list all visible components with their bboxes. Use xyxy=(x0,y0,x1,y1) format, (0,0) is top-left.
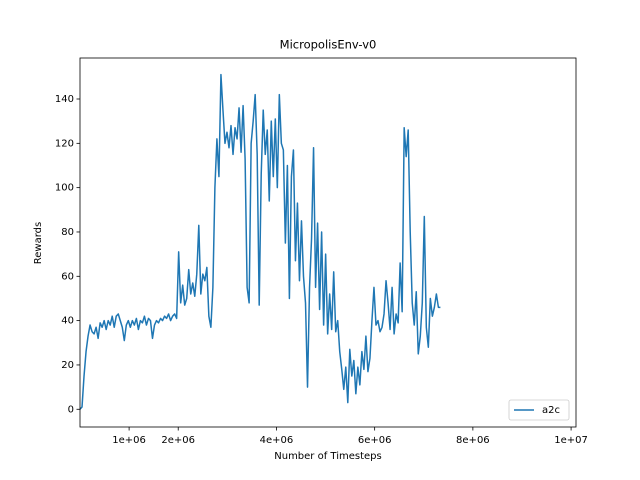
y-tick-label: 20 xyxy=(61,360,74,371)
y-tick-label: 120 xyxy=(55,138,74,149)
x-tick-label: 4e+06 xyxy=(260,435,294,446)
x-tick-label: 1e+06 xyxy=(112,435,146,446)
x-axis-label: Number of Timesteps xyxy=(274,451,381,462)
y-tick-label: 140 xyxy=(55,94,74,105)
data-line xyxy=(79,73,441,410)
legend-box xyxy=(508,399,570,421)
x-tick-label: 2e+06 xyxy=(161,435,195,446)
chart-title: MicropolisEnv-v0 xyxy=(280,38,377,52)
plot-frame xyxy=(79,57,577,428)
y-axis-label: Rewards xyxy=(33,222,44,264)
y-tick-label: 80 xyxy=(61,227,74,238)
y-tick-label: 40 xyxy=(61,316,74,327)
y-tick-label: 0 xyxy=(68,404,74,415)
y-tick-label: 60 xyxy=(61,271,74,282)
x-tick-label: 1e+07 xyxy=(554,435,588,446)
x-tick-label: 6e+06 xyxy=(358,435,392,446)
legend-label: a2c xyxy=(542,405,560,416)
x-tick-label: 8e+06 xyxy=(456,435,490,446)
y-tick-label: 100 xyxy=(55,183,74,194)
